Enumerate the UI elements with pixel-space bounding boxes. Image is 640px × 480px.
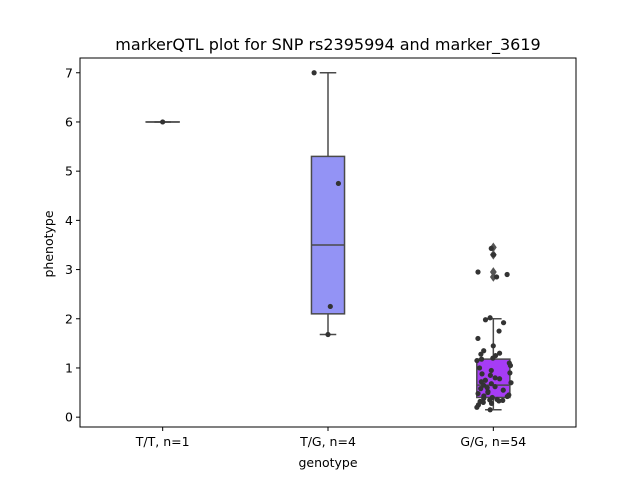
data-point	[500, 397, 506, 404]
data-point	[335, 180, 342, 187]
box	[310, 155, 346, 315]
x-tick-label: G/G, n=54	[460, 434, 526, 449]
data-point	[474, 357, 480, 364]
data-point	[496, 350, 503, 356]
data-point	[327, 303, 333, 310]
data-point	[476, 365, 483, 371]
y-tick-label: 4	[65, 213, 73, 228]
data-point	[490, 252, 497, 258]
y-tick-label: 6	[65, 114, 73, 129]
data-point	[478, 356, 485, 362]
y-tick-label: 2	[65, 311, 73, 326]
data-point	[490, 355, 496, 361]
data-point	[478, 351, 484, 357]
data-point	[478, 386, 484, 392]
data-point	[488, 367, 494, 374]
data-point	[475, 269, 481, 275]
data-point	[496, 398, 502, 404]
data-point	[475, 335, 481, 342]
y-tick-label: 7	[65, 65, 73, 80]
chart-title: markerQTL plot for SNP rs2395994 and mar…	[115, 35, 540, 55]
data-point	[487, 407, 493, 413]
data-point	[160, 119, 166, 125]
data-point	[488, 381, 494, 387]
data-point	[475, 390, 481, 397]
data-point	[487, 315, 493, 321]
data-point	[507, 370, 513, 376]
data-point	[492, 375, 498, 381]
x-tick-label: T/G, n=4	[299, 434, 356, 449]
y-axis-label: phenotype	[41, 210, 56, 277]
data-point	[311, 70, 317, 76]
y-tick-label: 3	[65, 262, 73, 277]
data-point	[481, 348, 487, 354]
data-point	[484, 385, 490, 391]
data-point	[504, 393, 510, 400]
data-point	[482, 317, 489, 323]
data-point	[488, 245, 494, 252]
data-point	[508, 380, 514, 386]
x-axis-label: genotype	[298, 455, 357, 470]
data-point	[507, 362, 514, 369]
data-point	[325, 331, 331, 338]
y-tick-label: 5	[65, 164, 73, 179]
data-point	[487, 372, 493, 378]
data-point	[482, 377, 488, 383]
y-tick-label: 0	[65, 410, 73, 425]
data-point	[485, 389, 491, 396]
data-point	[479, 371, 485, 377]
data-point	[493, 274, 500, 280]
data-point	[480, 399, 486, 405]
data-point	[492, 384, 498, 390]
data-point	[496, 376, 503, 382]
data-point	[481, 395, 487, 402]
y-tick-label: 1	[65, 360, 73, 375]
data-point	[496, 328, 502, 334]
data-point	[490, 343, 496, 349]
data-point	[500, 387, 506, 393]
data-point	[504, 271, 510, 278]
data-point	[488, 400, 495, 406]
data-point	[500, 320, 507, 326]
x-tick-label: T/T, n=1	[135, 434, 190, 449]
data-point	[474, 404, 480, 410]
